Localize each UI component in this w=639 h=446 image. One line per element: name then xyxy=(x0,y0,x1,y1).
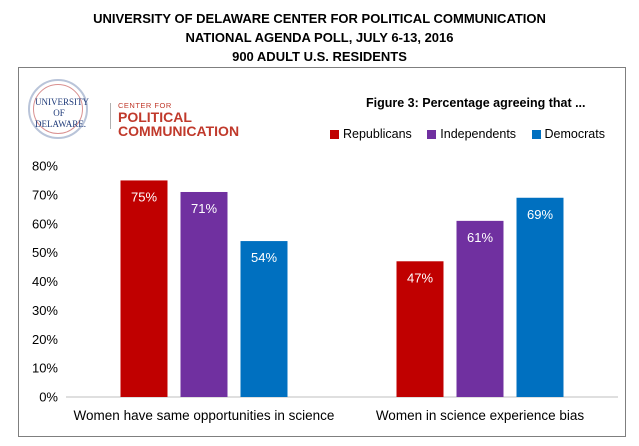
legend-label-republicans: Republicans xyxy=(343,127,412,141)
bar-republicans-1 xyxy=(120,180,168,397)
y-tick-label: 50% xyxy=(32,245,58,260)
y-tick-label: 60% xyxy=(32,216,58,231)
bar-independents-2 xyxy=(456,220,504,397)
header-line-1: UNIVERSITY OF DELAWARE CENTER FOR POLITI… xyxy=(93,11,546,26)
data-label-republicans-2: 47% xyxy=(407,270,433,285)
legend-item-democrats: Democrats xyxy=(531,127,605,141)
logo-small-text: CENTER FOR xyxy=(118,101,172,110)
header-line-2: NATIONAL AGENDA POLL, JULY 6-13, 2016 xyxy=(185,30,454,45)
logo-big-text: POLITICAL COMMUNICATION xyxy=(118,109,240,139)
legend-label-independents: Independents xyxy=(440,127,517,141)
y-tick-label: 40% xyxy=(32,274,58,289)
data-label-independents-2: 61% xyxy=(467,230,493,245)
chart-frame xyxy=(18,67,626,437)
category-label-2: Women in science experience bias xyxy=(376,408,585,423)
category-label-1: Women have same opportunities in science xyxy=(74,408,335,423)
legend-swatch-independents xyxy=(427,129,437,139)
data-label-independents-1: 71% xyxy=(191,201,217,216)
y-tick-label: 10% xyxy=(32,361,58,376)
legend-label-democrats: Democrats xyxy=(544,127,605,141)
chart-legend: Republicans Independents Democrats xyxy=(330,127,617,142)
y-tick-label: 70% xyxy=(32,187,58,202)
y-tick-label: 20% xyxy=(32,332,58,347)
bar-democrats-1 xyxy=(240,241,288,397)
page-header: UNIVERSITY OF DELAWARE CENTER FOR POLITI… xyxy=(0,9,639,66)
legend-item-republicans: Republicans xyxy=(330,127,412,141)
figure-title: Figure 3: Percentage agreeing that ... xyxy=(366,96,586,110)
legend-item-independents: Independents xyxy=(427,127,516,141)
ud-cpc-logo: UNIVERSITY OF DELAWARE. CENTER FOR POLIT… xyxy=(24,77,254,147)
data-label-democrats-2: 69% xyxy=(527,207,553,222)
y-tick-label: 0% xyxy=(39,390,58,405)
data-label-democrats-1: 54% xyxy=(251,250,277,265)
logo-divider xyxy=(110,103,111,129)
y-tick-label: 30% xyxy=(32,303,58,318)
legend-swatch-democrats xyxy=(531,129,541,139)
bar-independents-1 xyxy=(180,191,228,397)
logo-seal-text: UNIVERSITY OF DELAWARE. xyxy=(35,97,89,129)
y-tick-label: 80% xyxy=(32,159,58,174)
legend-swatch-republicans xyxy=(330,129,339,139)
header-line-3: 900 ADULT U.S. RESIDENTS xyxy=(232,49,407,64)
bar-republicans-2 xyxy=(396,261,444,397)
logo-seal-ring xyxy=(28,79,88,139)
logo-seal-inner-ring xyxy=(33,84,83,134)
data-label-republicans-1: 75% xyxy=(131,189,157,204)
bar-democrats-2 xyxy=(516,197,564,397)
